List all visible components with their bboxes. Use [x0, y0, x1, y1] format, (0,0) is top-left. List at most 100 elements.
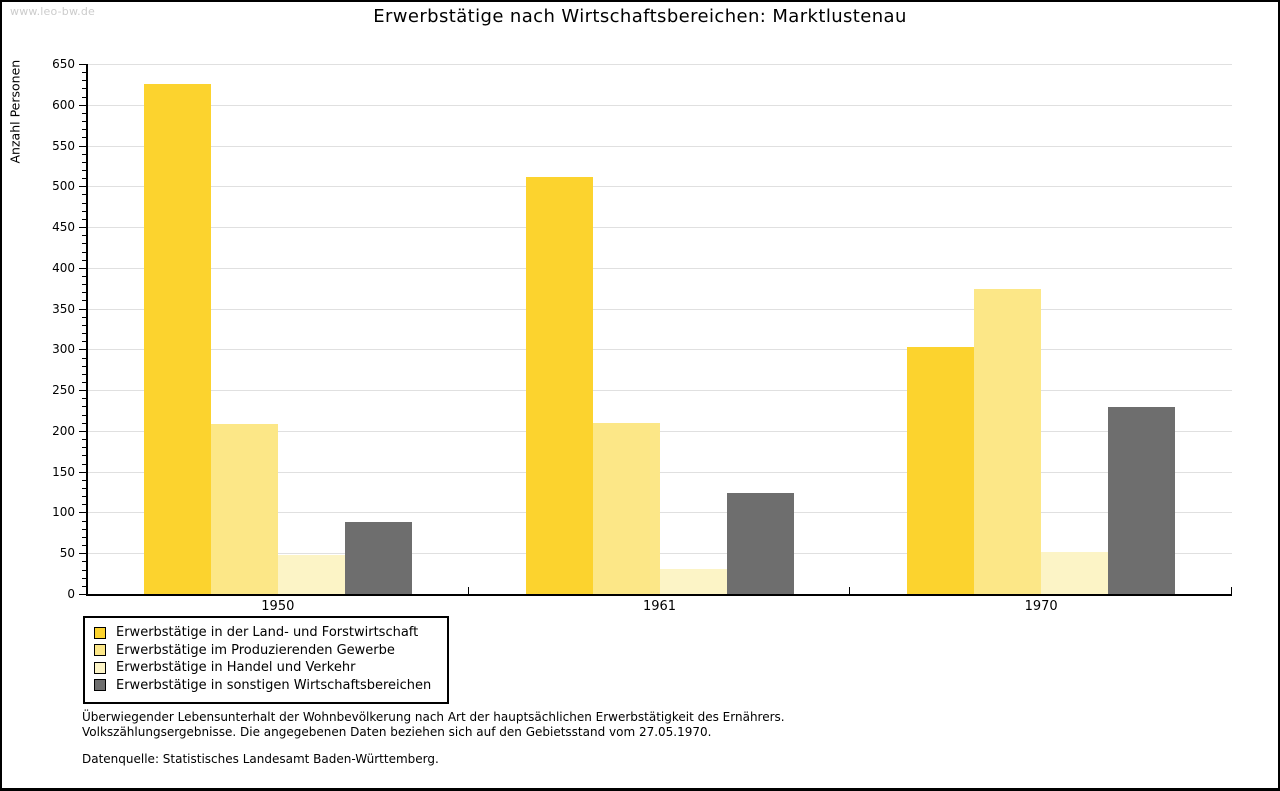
- y-minor-tick-10: [82, 585, 86, 587]
- legend: Erwerbstätige in der Land- und Forstwirt…: [83, 616, 449, 704]
- y-minor-tick-190: [82, 439, 86, 441]
- y-minor-tick-170: [82, 455, 86, 457]
- y-minor-tick-630: [82, 80, 86, 82]
- y-minor-tick-240: [82, 398, 86, 400]
- y-major-tick-650: [79, 64, 86, 65]
- y-minor-tick-260: [82, 382, 86, 383]
- y-tick-label-500: 500: [52, 179, 75, 194]
- footnote-line1: Überwiegender Lebensunterhalt der Wohnbe…: [82, 710, 785, 724]
- y-minor-tick-320: [82, 333, 86, 335]
- y-major-tick-50: [79, 553, 86, 555]
- gridline-150: [88, 471, 1232, 473]
- y-tick-label-250: 250: [52, 383, 75, 398]
- footnote-line2: Volkszählungsergebnisse. Die angegebenen…: [82, 724, 712, 739]
- y-minor-tick-580: [82, 121, 86, 123]
- y-minor-tick-490: [82, 194, 86, 196]
- y-minor-tick-140: [82, 479, 86, 481]
- bar-1961-series3: [659, 568, 727, 594]
- x-axis-line: [86, 594, 1232, 596]
- watermark: www.leo-bw.de: [10, 5, 96, 18]
- legend-item-2: Erwerbstätige im Produzierenden Gewerbe: [94, 642, 447, 660]
- y-major-tick-200: [79, 430, 86, 432]
- bar-1950-series4: [344, 522, 412, 594]
- gridline-400: [88, 267, 1232, 269]
- gridline-450: [88, 227, 1232, 229]
- bar-1970-series3: [1041, 551, 1109, 594]
- legend-item-4: Erwerbstätige in sonstigen Wirtschaftsbe…: [94, 677, 447, 695]
- y-tick-label-100: 100: [52, 505, 75, 520]
- y-axis-label: Anzahl Personen: [7, 59, 23, 164]
- bar-1950-series1: [143, 83, 211, 594]
- y-minor-tick-410: [82, 259, 86, 261]
- y-minor-tick-220: [82, 414, 86, 416]
- legend-label-3: Erwerbstätige in Handel und Verkehr: [116, 660, 356, 676]
- y-minor-tick-390: [82, 276, 86, 277]
- y-tick-label-200: 200: [52, 423, 75, 438]
- y-tick-label-150: 150: [52, 464, 75, 479]
- y-minor-tick-60: [82, 545, 86, 547]
- y-minor-tick-40: [82, 561, 86, 563]
- bar-1961-series4: [726, 492, 794, 594]
- y-major-tick-550: [79, 145, 86, 147]
- bar-1961-series2: [592, 422, 660, 594]
- y-minor-tick-90: [82, 520, 86, 522]
- y-minor-tick-370: [82, 292, 86, 294]
- gridline-50: [88, 553, 1232, 555]
- y-minor-tick-380: [82, 284, 86, 286]
- y-minor-tick-360: [82, 300, 86, 302]
- y-minor-tick-280: [82, 365, 86, 367]
- y-minor-tick-480: [82, 202, 86, 204]
- y-major-tick-100: [79, 512, 86, 514]
- y-minor-tick-610: [82, 96, 86, 98]
- gridline-250: [88, 390, 1232, 392]
- gridline-550: [88, 145, 1232, 147]
- legend-label-1: Erwerbstätige in der Land- und Forstwirt…: [116, 625, 419, 641]
- y-minor-tick-160: [82, 463, 86, 465]
- y-minor-tick-130: [82, 488, 86, 489]
- bar-1970-series1: [907, 346, 975, 594]
- y-tick-label-300: 300: [52, 342, 75, 357]
- y-minor-tick-30: [82, 569, 86, 571]
- gridline-100: [88, 512, 1232, 514]
- y-minor-tick-430: [82, 243, 86, 245]
- y-minor-tick-70: [82, 536, 86, 538]
- y-tick-label-350: 350: [52, 301, 75, 316]
- y-minor-tick-20: [82, 577, 86, 579]
- y-minor-tick-330: [82, 324, 86, 326]
- y-major-tick-450: [79, 227, 86, 229]
- y-minor-tick-80: [82, 528, 86, 530]
- y-minor-tick-510: [82, 178, 86, 180]
- y-minor-tick-620: [82, 88, 86, 90]
- y-minor-tick-230: [82, 406, 86, 408]
- y-minor-tick-530: [82, 161, 86, 163]
- y-minor-tick-470: [82, 210, 86, 212]
- y-minor-tick-110: [82, 504, 86, 506]
- y-minor-tick-310: [82, 341, 86, 343]
- y-tick-label-550: 550: [52, 138, 75, 153]
- gridline-500: [88, 186, 1232, 188]
- y-major-tick-600: [79, 104, 86, 106]
- y-tick-label-450: 450: [52, 220, 75, 235]
- bar-1950-series3: [277, 554, 345, 594]
- legend-label-4: Erwerbstätige in sonstigen Wirtschaftsbe…: [116, 677, 432, 693]
- y-tick-label-600: 600: [52, 97, 75, 112]
- footnotes: Überwiegender Lebensunterhalt der Wohnbe…: [82, 710, 785, 767]
- y-minor-tick-560: [82, 137, 86, 139]
- x-boundary-tick-3: [1231, 587, 1232, 594]
- y-tick-label-400: 400: [52, 260, 75, 275]
- y-minor-tick-210: [82, 422, 86, 424]
- y-major-tick-500: [79, 186, 86, 188]
- x-category-label-1970: 1970: [1024, 599, 1058, 614]
- gridline-350: [88, 308, 1232, 310]
- legend-item-1: Erwerbstätige in der Land- und Forstwirt…: [94, 624, 447, 642]
- x-boundary-tick-2: [849, 587, 851, 594]
- y-minor-tick-420: [82, 251, 86, 253]
- y-tick-label-650: 650: [52, 57, 75, 71]
- legend-swatch-4: [94, 679, 106, 692]
- x-boundary-tick-1: [467, 587, 469, 594]
- y-minor-tick-440: [82, 235, 86, 237]
- y-major-tick-0: [79, 594, 86, 595]
- bar-1950-series2: [210, 423, 278, 594]
- legend-item-3: Erwerbstätige in Handel und Verkehr: [94, 659, 447, 677]
